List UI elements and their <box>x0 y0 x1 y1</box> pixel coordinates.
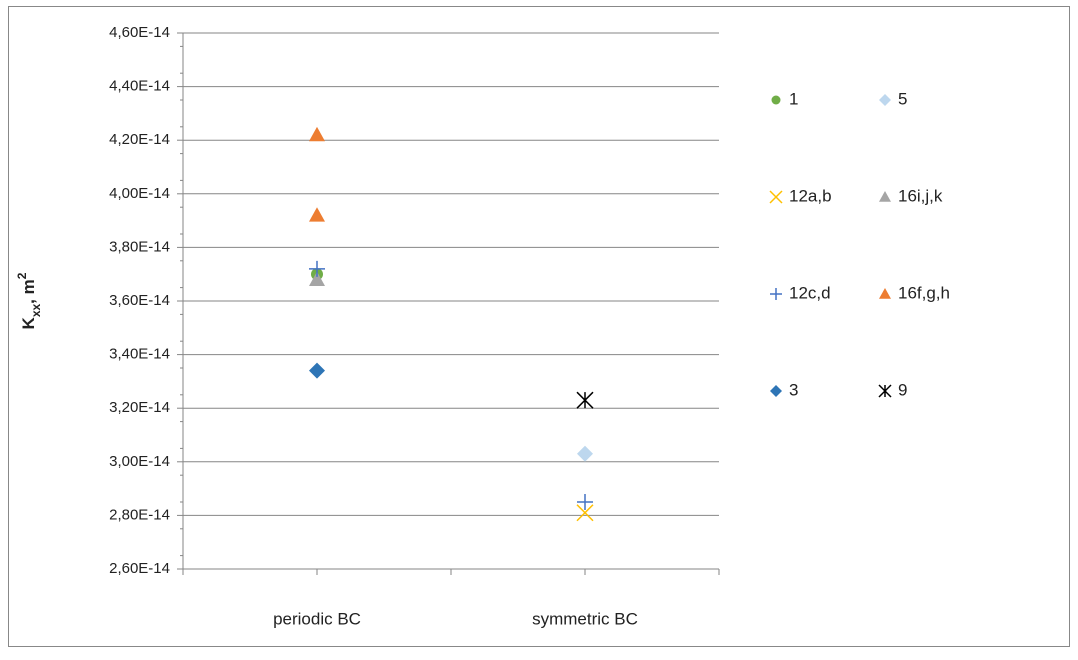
legend-label: 16f,g,h <box>898 283 950 302</box>
y-tick-label: 4,20E-14 <box>109 131 170 148</box>
legend-label: 1 <box>789 89 798 108</box>
y-tick-label: 3,20E-14 <box>109 399 170 416</box>
marker <box>577 494 593 510</box>
marker <box>879 288 891 299</box>
marker <box>577 445 593 462</box>
y-axis-title-part: 2 <box>15 272 29 279</box>
marker <box>309 271 325 286</box>
y-axis-title-part: , m <box>19 279 38 304</box>
x-tick-label: symmetric BC <box>532 609 638 628</box>
y-tick-label: 4,00E-14 <box>109 185 170 202</box>
marker <box>309 260 325 277</box>
y-axis-title-part: K <box>19 316 38 329</box>
chart-frame <box>8 6 1070 647</box>
y-axis-title-part: xx <box>29 303 43 317</box>
marker <box>309 362 325 379</box>
marker <box>576 391 594 409</box>
marker <box>879 94 891 106</box>
legend-label: 3 <box>789 380 798 399</box>
y-tick-label: 3,00E-14 <box>109 453 170 470</box>
legend-label: 16i,j,k <box>898 186 943 205</box>
y-axis-title: Kxx, m2 <box>15 272 43 329</box>
marker <box>769 190 783 204</box>
marker <box>770 288 782 300</box>
legend-label: 9 <box>898 380 907 399</box>
legend-label: 5 <box>898 89 907 108</box>
x-tick-label: periodic BC <box>273 609 361 628</box>
marker <box>309 126 325 142</box>
y-tick-label: 3,80E-14 <box>109 238 170 255</box>
marker <box>576 504 594 522</box>
y-tick-label: 4,40E-14 <box>109 78 170 95</box>
y-tick-label: 2,60E-14 <box>109 560 170 577</box>
legend-label: 12a,b <box>789 186 832 205</box>
marker <box>770 385 782 397</box>
legend-label: 12c,d <box>789 283 831 302</box>
marker <box>771 95 781 105</box>
y-tick-label: 3,40E-14 <box>109 346 170 363</box>
y-tick-label: 4,60E-14 <box>109 24 170 41</box>
marker <box>878 384 892 398</box>
y-tick-label: 3,60E-14 <box>109 292 170 309</box>
marker <box>309 207 325 222</box>
y-tick-label: 2,80E-14 <box>109 506 170 523</box>
marker <box>879 191 891 202</box>
